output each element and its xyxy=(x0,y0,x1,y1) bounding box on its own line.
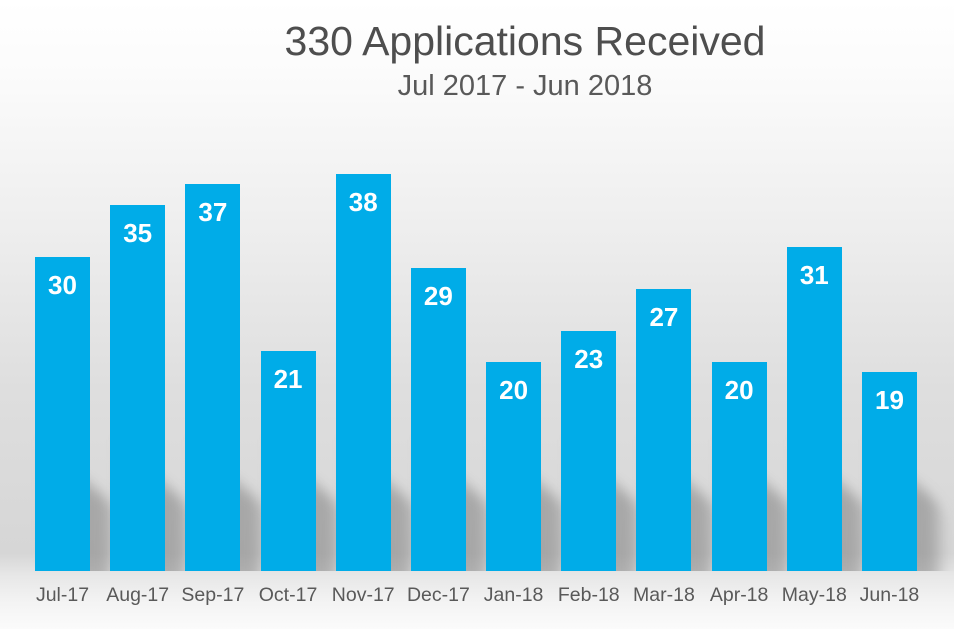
x-axis-label-Jun-18: Jun-18 xyxy=(859,584,920,606)
bar-Jan-18: 20 xyxy=(486,362,542,571)
bar-value-label: 31 xyxy=(799,260,829,290)
x-axis-label-Jan-18: Jan-18 xyxy=(483,584,544,606)
bar-Feb-18: 23 xyxy=(561,331,617,571)
bar-Dec-17: 29 xyxy=(410,268,466,571)
bar-Jul-17: 30 xyxy=(35,257,90,571)
x-axis: Jul-17 Aug-17 Sep-17 Oct-17 Nov-17 Dec-17 Jan-… xyxy=(0,584,954,614)
bar-value-label: 35 xyxy=(123,218,153,248)
bar-value-label: 27 xyxy=(649,302,679,332)
x-axis-label-Mar-18: Mar-18 xyxy=(633,584,695,606)
bar-Oct-17: 21 xyxy=(260,351,316,571)
bar-May-18: 31 xyxy=(786,247,842,571)
bar-value-label: 29 xyxy=(423,281,453,311)
bar-Jun-18: 19 xyxy=(861,372,917,571)
bar-value-label: 23 xyxy=(574,344,604,374)
x-axis-label-Nov-17: Nov-17 xyxy=(331,584,395,606)
bar-value-label: 21 xyxy=(273,364,303,394)
bar-Apr-18: 20 xyxy=(711,362,767,571)
bar-value-label: 20 xyxy=(724,375,754,405)
chart-subtitle: Jul 2017 - Jun 2018 xyxy=(397,70,653,103)
chart-header: 330 Applications Received Jul 2017 - Jun… xyxy=(96,18,954,104)
x-axis-label-May-18: May-18 xyxy=(781,584,847,606)
bar-value-label: 37 xyxy=(198,197,228,227)
bar-value-label: 19 xyxy=(875,385,904,415)
bar-Aug-17: 35 xyxy=(110,205,166,571)
x-axis-label-Apr-18: Apr-18 xyxy=(709,584,769,606)
x-axis-label-Feb-18: Feb-18 xyxy=(557,584,620,606)
x-axis-label-Jul-17: Jul-17 xyxy=(35,584,90,606)
x-axis-label-Dec-17: Dec-17 xyxy=(406,584,470,606)
bar-value-label: 38 xyxy=(348,187,378,217)
bar-value-label: 30 xyxy=(48,270,77,300)
bar-Nov-17: 38 xyxy=(335,174,391,571)
x-axis-label-Aug-17: Aug-17 xyxy=(106,584,170,606)
bar-Sep-17: 37 xyxy=(185,184,241,571)
bar-chart-plot: 30 35 37 21 38 29 20 23 27 20 31 19 xyxy=(35,174,939,571)
chart-title: 330 Applications Received xyxy=(284,18,766,64)
bar-Mar-18: 27 xyxy=(636,289,692,571)
x-axis-label-Sep-17: Sep-17 xyxy=(181,584,245,606)
x-axis-label-Oct-17: Oct-17 xyxy=(258,584,318,606)
bar-value-label: 20 xyxy=(499,375,529,405)
